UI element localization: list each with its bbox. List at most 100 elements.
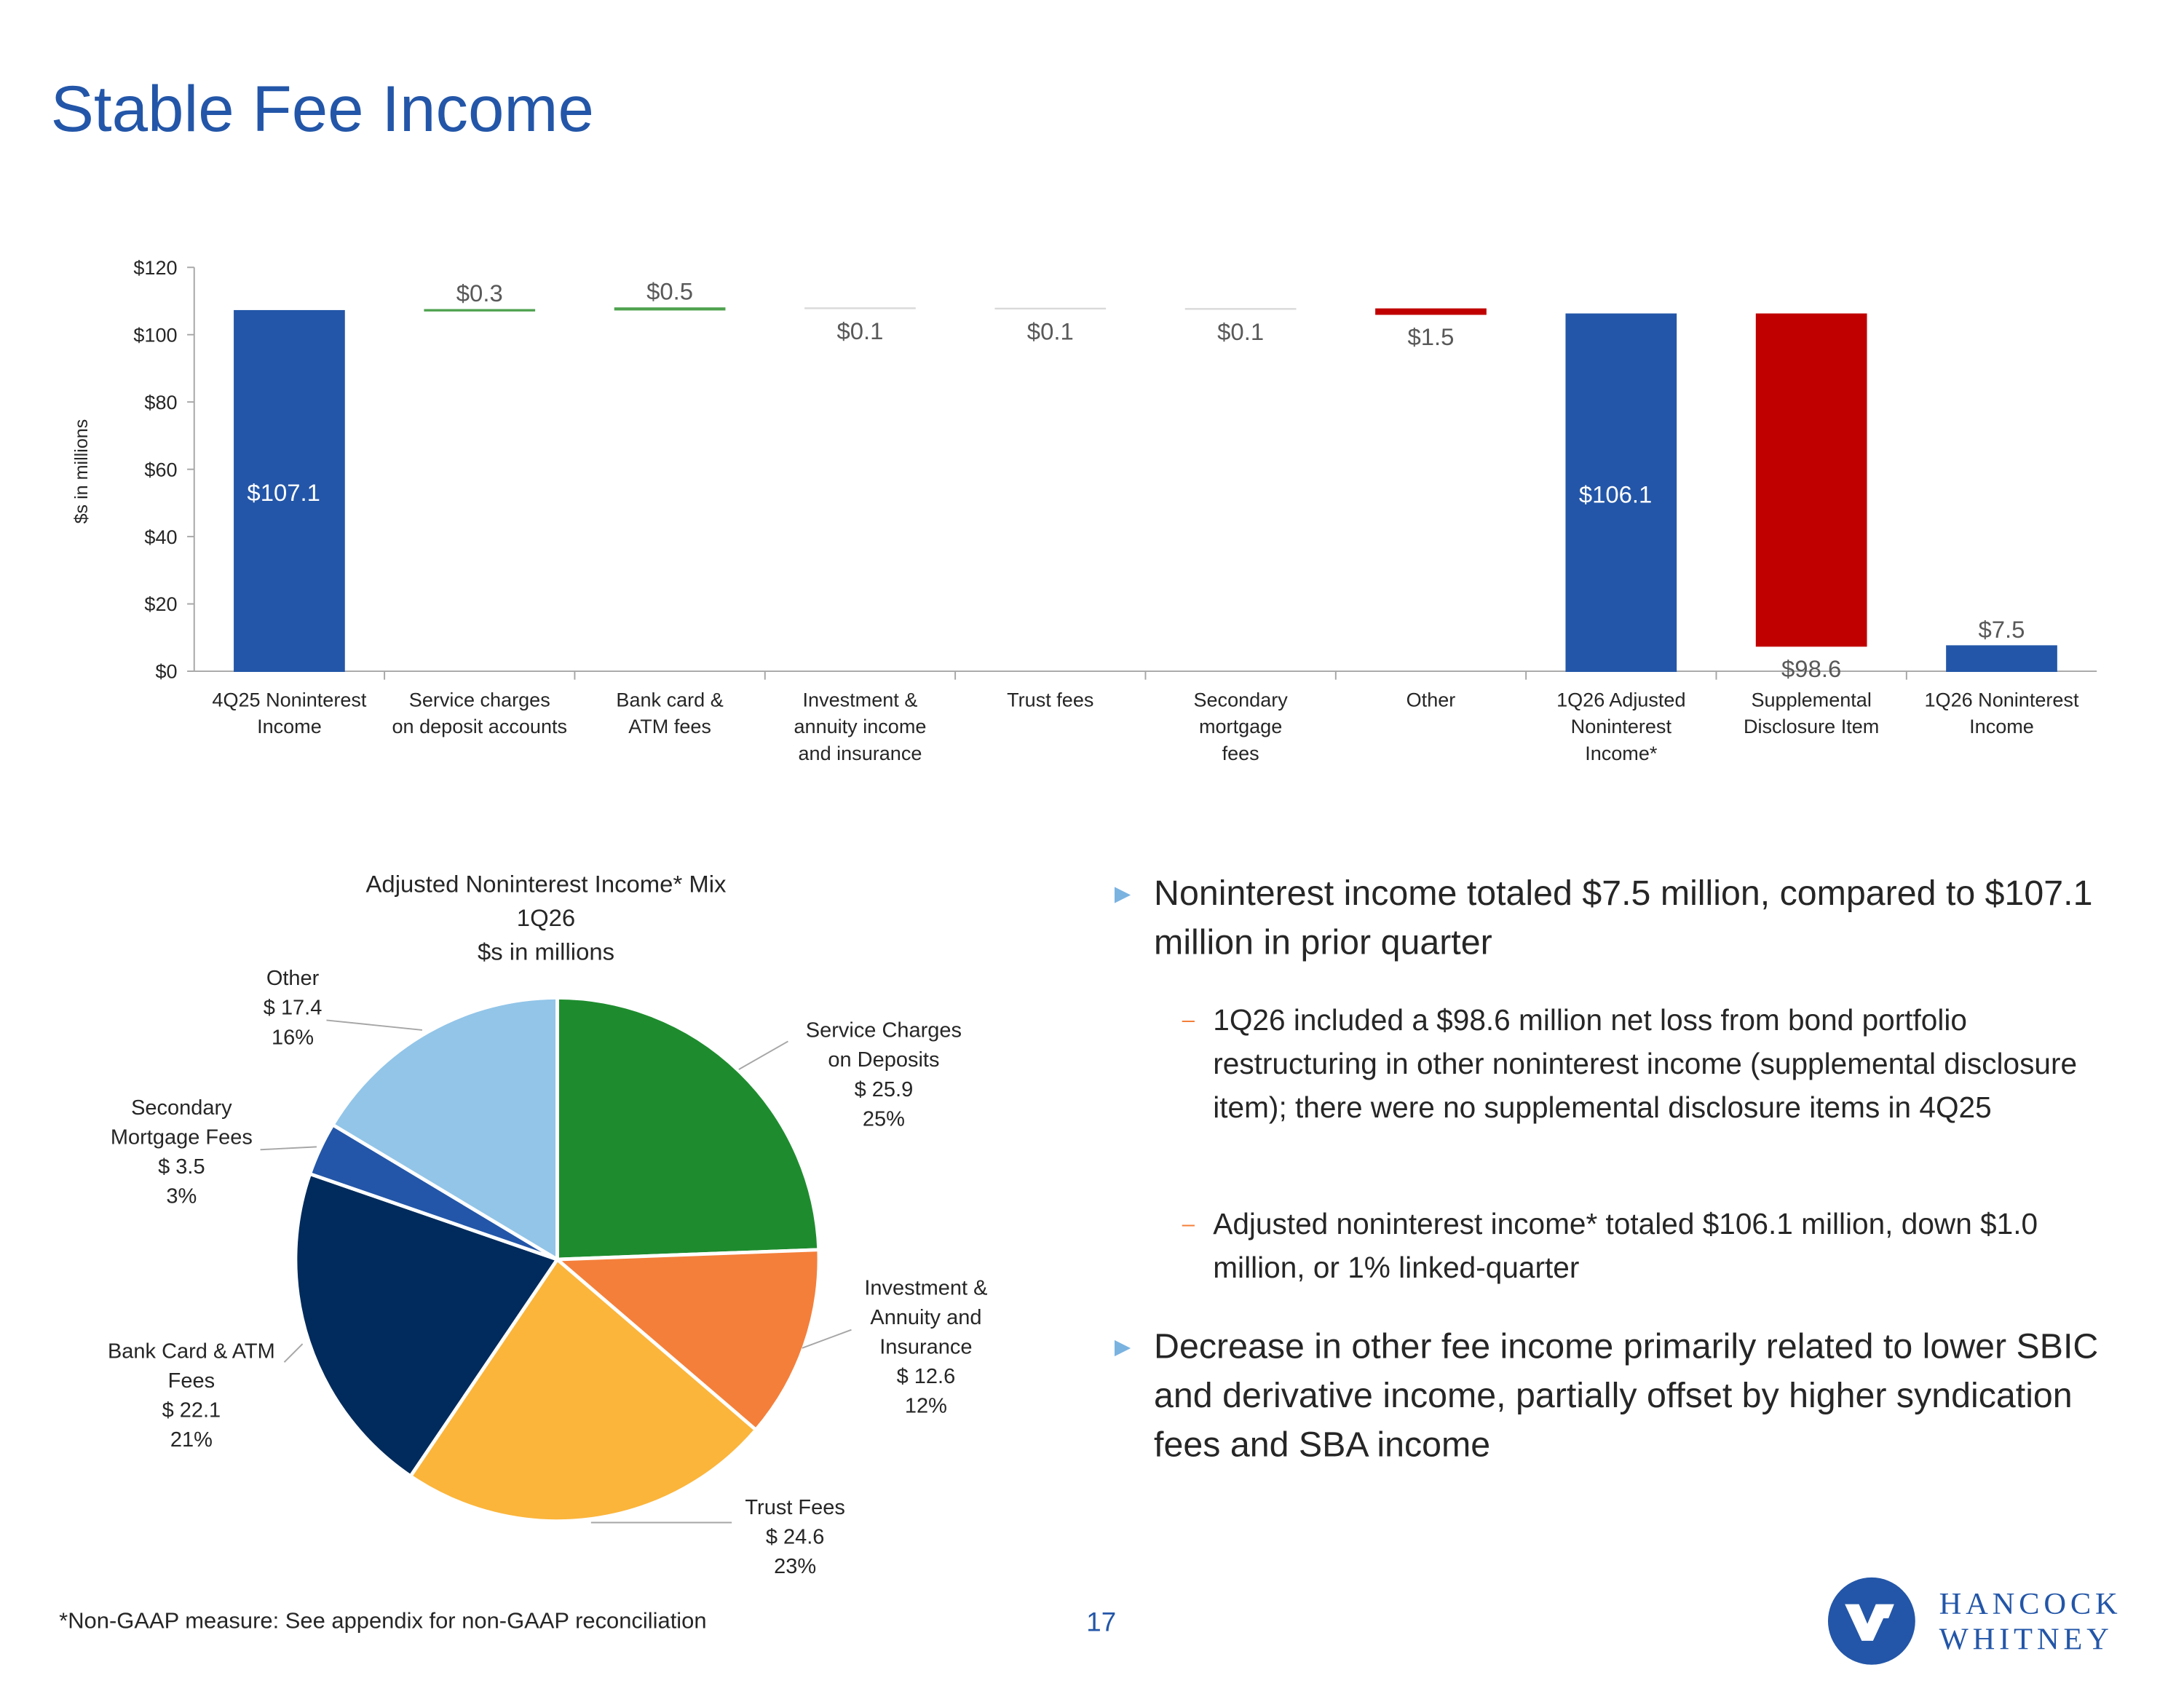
pie-title-line: 1Q26	[517, 904, 575, 931]
x-tick-label-line: annuity income	[794, 716, 926, 737]
footnote: *Non-GAAP measure: See appendix for non-…	[59, 1610, 706, 1635]
y-tick-label: $0	[155, 661, 177, 683]
pie-label-line: Insurance	[879, 1336, 972, 1359]
pie-label-line: Other	[266, 967, 320, 990]
pie-label-line: Mortgage Fees	[111, 1126, 253, 1149]
x-tick-label-line: 4Q25 Noninterest	[212, 689, 366, 711]
x-tick-label-line: Bank card &	[616, 689, 723, 711]
bullet: Noninterest income totaled $7.5 million,…	[1154, 870, 2125, 968]
pie-label-line: Investment &	[864, 1276, 987, 1299]
x-tick-label-line: ATM fees	[628, 716, 711, 737]
leader-line	[326, 1020, 422, 1030]
bar	[615, 308, 725, 309]
pie-label-line: $ 24.6	[766, 1526, 825, 1549]
x-tick-label-line: fees	[1222, 743, 1259, 764]
x-tick-label-line: Trust fees	[1007, 689, 1093, 711]
pie-label: Secondary Mortgage Fees $ 3.5 3%	[111, 1096, 253, 1208]
value-label: $98.6	[1781, 655, 1841, 682]
pie-label-line: 23%	[774, 1555, 816, 1578]
pie-label: Bank Card & ATM Fees $ 22.1 21%	[108, 1339, 275, 1452]
pie-label-line: on Deposits	[828, 1048, 939, 1072]
value-label: $0.5	[646, 278, 693, 305]
x-tick-label: 1Q26 Noninterest Income	[1924, 689, 2078, 737]
y-tick-label: $60	[144, 459, 177, 480]
bullet: Decrease in other fee income primarily r…	[1154, 1323, 2125, 1471]
x-tick-label-line: Disclosure Item	[1744, 716, 1879, 737]
x-tick-label: Supplemental Disclosure Item	[1744, 689, 1879, 737]
y-tick-label: $100	[133, 324, 177, 346]
pie-label-line: $ 12.6	[897, 1365, 956, 1388]
pie-label-line: Trust Fees	[745, 1496, 844, 1519]
value-label: $0.1	[1217, 318, 1264, 345]
pie-label-line: $ 3.5	[158, 1155, 205, 1179]
pie-title-line: Adjusted Noninterest Income* Mix	[366, 871, 727, 898]
page-number: 17	[1086, 1608, 1116, 1639]
value-label: $7.5	[1979, 616, 2025, 643]
x-tick-label-line: Investment &	[803, 689, 918, 711]
sub-bullet: 1Q26 included a $98.6 million net loss f…	[1213, 999, 2113, 1130]
x-tick-label: Other	[1406, 689, 1456, 711]
leader-line	[284, 1344, 302, 1362]
bar	[424, 310, 534, 311]
leader-line	[261, 1147, 317, 1149]
bar	[1376, 309, 1486, 314]
x-tick-label-line: Other	[1406, 689, 1456, 711]
y-tick-label: $120	[133, 257, 177, 279]
x-tick-label-line: 1Q26 Adjusted	[1556, 689, 1685, 711]
x-tick-label-line: on deposit accounts	[392, 716, 567, 737]
x-tick-label-line: and insurance	[798, 743, 922, 764]
x-tick-label-line: Noninterest	[1571, 716, 1672, 737]
value-label: $106.1	[1579, 480, 1653, 507]
pie-label-line: 16%	[272, 1026, 314, 1049]
x-tick-label: 4Q25 Noninterest Income	[212, 689, 366, 737]
value-label: $0.3	[456, 280, 503, 306]
x-tick-label-line: Income*	[1585, 743, 1658, 764]
x-tick-label-line: Secondary	[1193, 689, 1288, 711]
x-tick-label-line: mortgage	[1199, 716, 1282, 737]
x-tick-label-line: Supplemental	[1751, 689, 1871, 711]
pie-label: Service Charges on Deposits $ 25.9 25%	[806, 1019, 962, 1131]
bar	[1757, 314, 1867, 646]
sub-bullet: Adjusted noninterest income* totaled $10…	[1213, 1203, 2113, 1291]
x-tick-label: Investment & annuity income and insurance	[794, 689, 926, 764]
pie-label-line: Bank Card & ATM	[108, 1339, 275, 1363]
y-axis-label: $s in millions	[71, 419, 92, 524]
pie-label-line: Annuity and	[870, 1306, 981, 1329]
pie-label-line: $ 25.9	[855, 1078, 914, 1101]
pie-label: Other $ 17.4 16%	[264, 967, 323, 1049]
x-tick-label: 1Q26 Adjusted Noninterest Income*	[1556, 689, 1685, 764]
x-tick-label-line: Service charges	[409, 689, 550, 711]
leader-line	[739, 1041, 788, 1069]
logo-text: WHITNEY	[1939, 1622, 2113, 1656]
pie-label-line: $ 22.1	[162, 1399, 221, 1422]
y-tick-label: $40	[144, 526, 177, 548]
pie-title: Adjusted Noninterest Income* Mix 1Q26 $s i…	[366, 871, 727, 965]
value-label: $107.1	[247, 479, 320, 506]
logo-text: HANCOCK	[1939, 1587, 2122, 1621]
x-tick-label-line: Income	[257, 716, 322, 737]
pie-label: Trust Fees $ 24.6 23%	[745, 1496, 844, 1578]
value-label: $0.1	[836, 317, 883, 344]
pie-label-line: $ 17.4	[264, 997, 323, 1020]
x-tick-label: Service charges on deposit accounts	[392, 689, 567, 737]
pie-label: Investment & Annuity and Insurance $ 12.6 12…	[864, 1276, 987, 1417]
pie-label-line: 25%	[863, 1107, 905, 1131]
pie-label-line: Service Charges	[806, 1019, 962, 1042]
x-tick-label-line: Income	[1969, 716, 2034, 737]
pie-label-line: 12%	[905, 1395, 947, 1418]
x-tick-label: Trust fees	[1007, 689, 1093, 711]
pie-slice	[557, 997, 818, 1259]
pie-label-line: 21%	[170, 1428, 213, 1452]
pie-title-line: $s in millions	[478, 938, 614, 965]
y-tick-label: $20	[144, 593, 177, 615]
y-tick-label: $80	[144, 392, 177, 413]
x-tick-label: Secondary mortgage fees	[1193, 689, 1288, 764]
value-label: $0.1	[1027, 318, 1074, 345]
x-tick-label-line: 1Q26 Noninterest	[1924, 689, 2078, 711]
pie-label-line: Secondary	[131, 1096, 232, 1120]
pie-label-line: 3%	[166, 1185, 197, 1208]
x-tick-label: Bank card & ATM fees	[616, 689, 723, 737]
value-label: $1.5	[1407, 323, 1454, 350]
pie-label-line: Fees	[168, 1369, 215, 1393]
